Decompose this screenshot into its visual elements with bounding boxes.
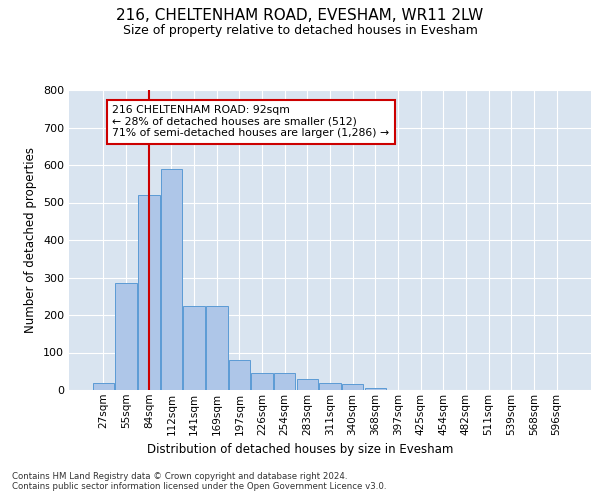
Text: 216, CHELTENHAM ROAD, EVESHAM, WR11 2LW: 216, CHELTENHAM ROAD, EVESHAM, WR11 2LW — [116, 8, 484, 22]
Bar — [161, 169, 182, 390]
Bar — [229, 360, 250, 390]
Bar — [251, 373, 273, 390]
Bar — [342, 384, 364, 390]
Text: Contains HM Land Registry data © Crown copyright and database right 2024.: Contains HM Land Registry data © Crown c… — [12, 472, 347, 481]
Text: Contains public sector information licensed under the Open Government Licence v3: Contains public sector information licen… — [12, 482, 386, 491]
Bar — [138, 195, 160, 390]
Bar — [206, 306, 227, 390]
Text: Distribution of detached houses by size in Evesham: Distribution of detached houses by size … — [147, 442, 453, 456]
Bar — [93, 382, 114, 390]
Bar — [296, 379, 318, 390]
Text: 216 CHELTENHAM ROAD: 92sqm
← 28% of detached houses are smaller (512)
71% of sem: 216 CHELTENHAM ROAD: 92sqm ← 28% of deta… — [112, 105, 389, 138]
Bar — [184, 306, 205, 390]
Bar — [365, 388, 386, 390]
Bar — [115, 283, 137, 390]
Bar — [319, 382, 341, 390]
Bar — [274, 373, 295, 390]
Y-axis label: Number of detached properties: Number of detached properties — [25, 147, 37, 333]
Text: Size of property relative to detached houses in Evesham: Size of property relative to detached ho… — [122, 24, 478, 37]
